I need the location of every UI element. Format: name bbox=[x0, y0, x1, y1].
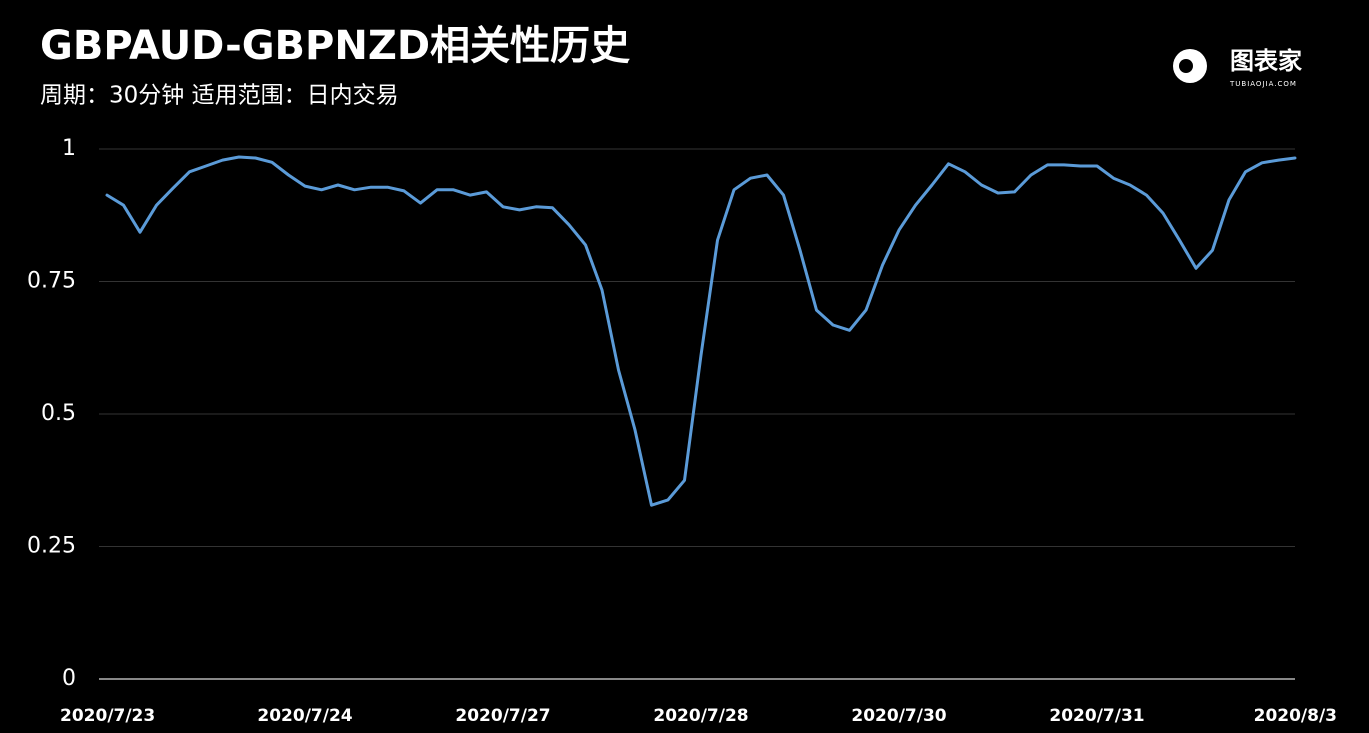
y-tick-label: 1 bbox=[62, 136, 76, 161]
series-line bbox=[105, 155, 1297, 507]
x-tick-label: 2020/7/23 bbox=[60, 706, 155, 726]
x-tick-label: 2020/7/27 bbox=[455, 706, 550, 726]
chart-subtitle: 周期：30分钟 适用范围：日内交易 bbox=[40, 83, 399, 109]
brand-url: TUBIAOJIA.COM bbox=[1229, 80, 1297, 88]
chart-title: GBPAUD-GBPNZD相关性历史 bbox=[40, 23, 630, 69]
y-tick-label: 0 bbox=[62, 666, 76, 691]
y-tick-label: 0.5 bbox=[41, 401, 76, 426]
x-tick-label: 2020/7/24 bbox=[257, 706, 352, 726]
x-tick-label: 2020/7/30 bbox=[851, 706, 946, 726]
x-tick-label: 2020/7/28 bbox=[653, 706, 748, 726]
brand-logo: 图表家 TUBIAOJIA.COM bbox=[1173, 47, 1302, 88]
logo-icon-eye bbox=[1179, 59, 1193, 73]
y-tick-label: 0.75 bbox=[27, 269, 76, 294]
x-tick-label: 2020/8/3 bbox=[1254, 706, 1337, 726]
y-tick-label: 0.25 bbox=[27, 534, 76, 559]
brand-name: 图表家 bbox=[1230, 47, 1302, 75]
x-tick-label: 2020/7/31 bbox=[1049, 706, 1144, 726]
